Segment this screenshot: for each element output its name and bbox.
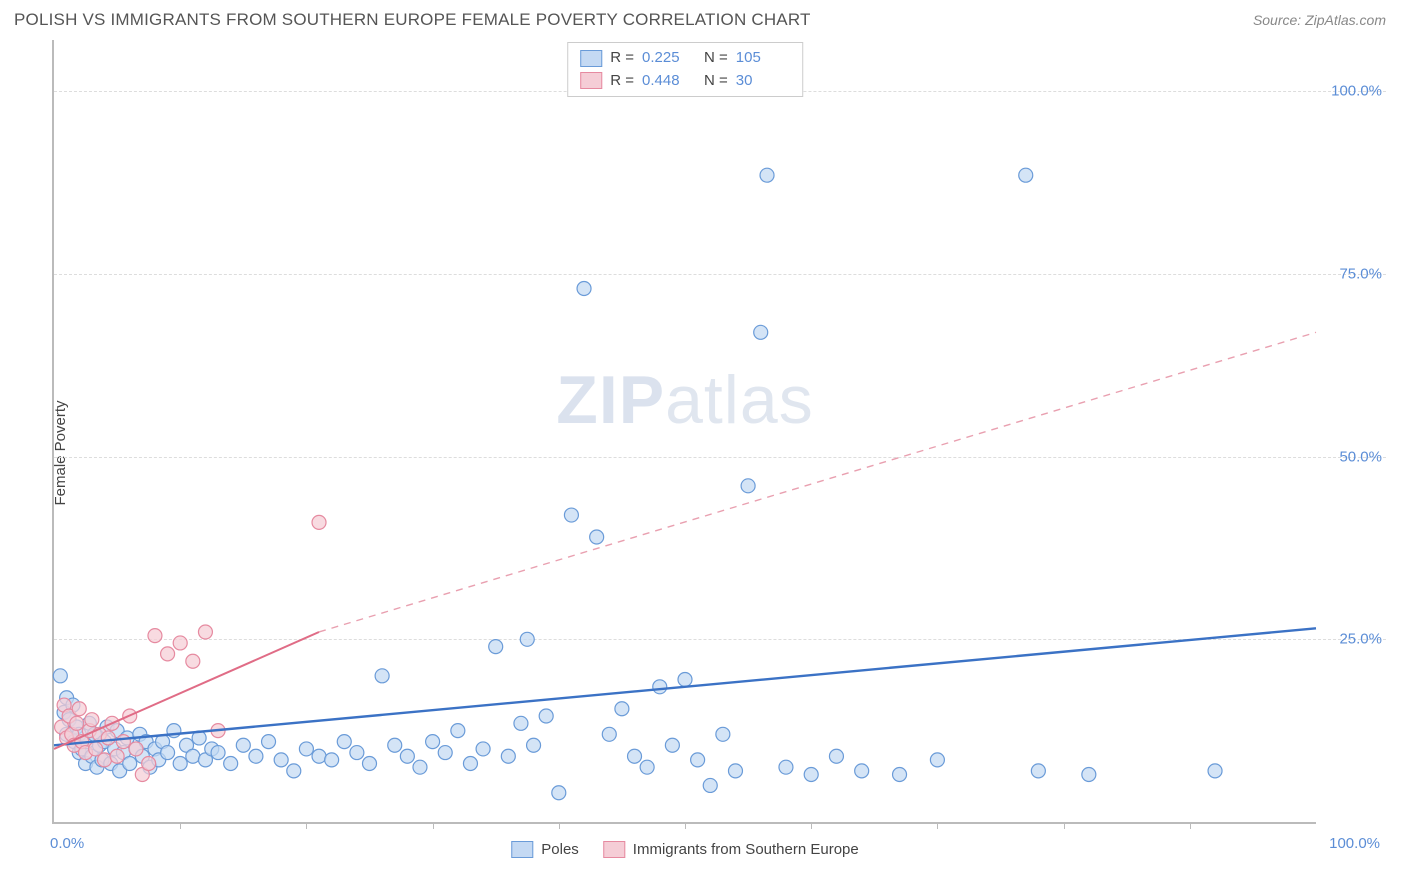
y-tick-label: 75.0% xyxy=(1339,265,1382,282)
regression-line-pink xyxy=(54,632,319,749)
chart-container: Female Poverty ZIPatlas R = 0.225 N = 10… xyxy=(14,40,1386,866)
x-tick-mark xyxy=(811,822,812,829)
x-tick-mark xyxy=(1064,822,1065,829)
swatch-pink-icon xyxy=(580,72,602,89)
swatch-blue-icon xyxy=(580,50,602,67)
r-value: 0.448 xyxy=(642,70,696,93)
n-label: N = xyxy=(704,70,728,93)
x-axis-max-label: 100.0% xyxy=(1329,835,1380,852)
x-tick-mark xyxy=(937,822,938,829)
legend-row-blue: R = 0.225 N = 105 xyxy=(580,47,790,70)
r-label: R = xyxy=(610,47,634,70)
y-tick-label: 100.0% xyxy=(1331,83,1382,100)
legend-label: Immigrants from Southern Europe xyxy=(633,841,859,858)
regression-line-pink-dashed xyxy=(319,332,1316,632)
swatch-pink-icon xyxy=(603,841,625,858)
y-tick-label: 50.0% xyxy=(1339,448,1382,465)
legend-series: Poles Immigrants from Southern Europe xyxy=(511,841,858,858)
chart-title: POLISH VS IMMIGRANTS FROM SOUTHERN EUROP… xyxy=(14,10,811,30)
legend-row-pink: R = 0.448 N = 30 xyxy=(580,70,790,93)
x-tick-mark xyxy=(433,822,434,829)
r-value: 0.225 xyxy=(642,47,696,70)
regression-lines xyxy=(54,40,1316,822)
x-tick-mark xyxy=(685,822,686,829)
swatch-blue-icon xyxy=(511,841,533,858)
x-tick-mark xyxy=(306,822,307,829)
legend-correlation: R = 0.225 N = 105 R = 0.448 N = 30 xyxy=(567,42,803,97)
legend-item-immigrants: Immigrants from Southern Europe xyxy=(603,841,859,858)
chart-source: Source: ZipAtlas.com xyxy=(1253,12,1386,28)
x-axis-min-label: 0.0% xyxy=(50,835,84,852)
x-tick-mark xyxy=(180,822,181,829)
legend-item-poles: Poles xyxy=(511,841,579,858)
n-value: 30 xyxy=(736,70,790,93)
n-label: N = xyxy=(704,47,728,70)
x-tick-mark xyxy=(559,822,560,829)
regression-line-blue xyxy=(54,628,1316,745)
legend-label: Poles xyxy=(541,841,579,858)
plot-area: ZIPatlas R = 0.225 N = 105 R = 0.448 N =… xyxy=(52,40,1316,824)
y-tick-label: 25.0% xyxy=(1339,631,1382,648)
r-label: R = xyxy=(610,70,634,93)
n-value: 105 xyxy=(736,47,790,70)
x-tick-mark xyxy=(1190,822,1191,829)
